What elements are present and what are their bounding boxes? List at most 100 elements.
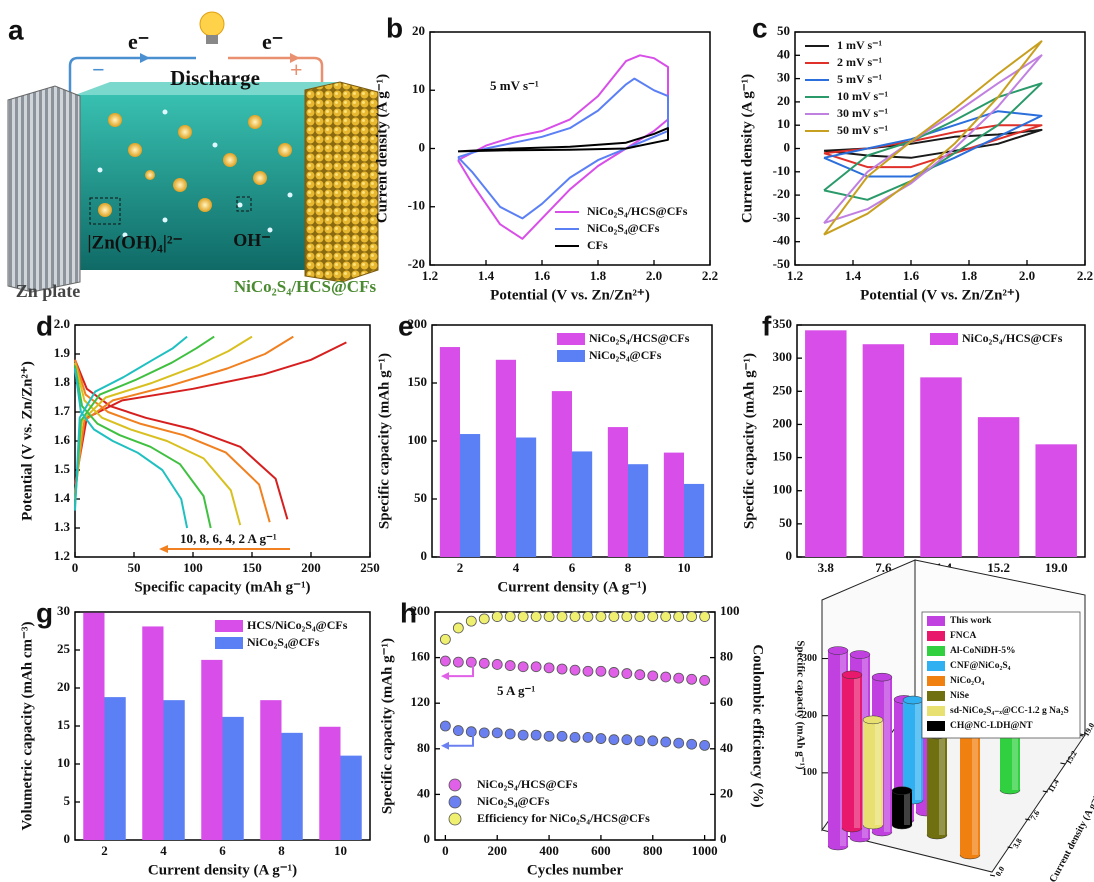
legend-swatch <box>930 333 958 345</box>
y-tick-label: 250 <box>773 382 793 397</box>
y-tick-label: 1.6 <box>54 432 71 447</box>
bar <box>440 347 460 557</box>
x-tick-label: 8 <box>625 560 632 575</box>
legend-label: CFs <box>587 238 608 252</box>
y-tick-label: 50 <box>414 490 427 505</box>
data-point <box>557 731 567 741</box>
cylinder-top <box>863 716 883 724</box>
y-tick-label: 5 <box>64 793 71 808</box>
y-tick-label: 0 <box>421 548 428 563</box>
data-point <box>531 730 541 740</box>
legend-label: 10 mV s⁻¹ <box>837 89 888 103</box>
data-point <box>661 612 671 622</box>
y-tick-label: 1.8 <box>54 374 71 389</box>
legend-label: NiSe <box>950 691 969 701</box>
cylinder-shade <box>854 675 860 828</box>
data-point <box>674 738 684 748</box>
bar <box>516 438 536 557</box>
cylinder-shade <box>875 720 881 825</box>
bar <box>260 700 281 840</box>
legend-label: 2 mV s⁻¹ <box>837 55 882 69</box>
x-axis-title: Specific capacity (mAh g⁻¹) <box>134 579 310 595</box>
bar <box>282 733 303 840</box>
data-point <box>466 657 476 667</box>
legend-frame <box>922 612 1080 738</box>
x-tick-label: 2.0 <box>1019 268 1035 283</box>
y-tick-label: 10 <box>412 81 425 96</box>
bar <box>496 360 516 557</box>
legend-label: NiCo₂S₄@CFs <box>247 635 320 649</box>
z-axis-title: Specific capacity (mAh g⁻¹) <box>794 640 806 770</box>
y-axis-title: Specific capacity (mAh g⁻¹) <box>376 353 392 529</box>
legend-label: 1 mV s⁻¹ <box>837 38 882 52</box>
cylinder-top <box>842 671 862 679</box>
data-point <box>635 670 645 680</box>
panel-letter: c <box>752 12 768 43</box>
y-tick-label: 20 <box>777 93 790 108</box>
x-axis-title: Current density (A g⁻¹) <box>148 862 297 878</box>
legend-label: 50 mV s⁻¹ <box>837 123 888 137</box>
x-tick-label: 2.2 <box>702 268 718 283</box>
x-axis-title: Current density (A g⁻¹) <box>497 579 646 595</box>
plus-sign: + <box>290 57 303 82</box>
cathode-label: NiCo₂S₄/HCS@CFs <box>234 277 377 296</box>
cylinder-shade <box>939 735 945 835</box>
legend-swatch <box>215 637 243 649</box>
x-tick-label: 0 <box>442 843 449 858</box>
data-point <box>687 739 697 749</box>
bar <box>83 613 104 840</box>
y-tick-label: 20 <box>57 679 70 694</box>
y-tick-label: 25 <box>57 641 71 656</box>
data-point <box>700 740 710 750</box>
y-tick-label: 40 <box>777 46 790 61</box>
cylinder <box>863 716 883 829</box>
data-point <box>674 673 684 683</box>
x-tick-label: 10 <box>678 560 691 575</box>
x-axis-title: Cycles number <box>527 862 624 878</box>
bar <box>684 484 704 557</box>
y-tick-label: 0 <box>784 139 791 154</box>
bulb <box>200 12 224 36</box>
y-tick-label: 300 <box>773 349 793 364</box>
legend-swatch <box>449 779 461 791</box>
x-tick-label: 4 <box>160 843 167 858</box>
data-line <box>75 342 346 519</box>
y-tick-label: 0 <box>64 831 71 846</box>
bar <box>863 344 904 557</box>
x-tick-label: 6 <box>569 560 576 575</box>
data-point <box>635 612 645 622</box>
data-point <box>479 728 489 738</box>
x-tick-label: 50 <box>128 560 141 575</box>
y-tick-label: 50 <box>777 23 790 38</box>
x-tick-label: 150 <box>242 560 262 575</box>
bar <box>319 727 340 840</box>
x-tick-label: 1.2 <box>787 268 803 283</box>
data-point <box>635 736 645 746</box>
data-point <box>570 612 580 622</box>
x-tick-label: 2.2 <box>1077 268 1093 283</box>
legend-swatch <box>927 661 945 671</box>
y2-tick-label: 40 <box>720 740 733 755</box>
y-tick-label: 1.5 <box>54 461 71 476</box>
zincate-label: |Zn(OH)₄|²⁻ <box>87 232 182 253</box>
bar <box>664 453 684 557</box>
legend-swatch <box>215 620 243 632</box>
arrow <box>140 53 150 63</box>
legend-label: 5 mV s⁻¹ <box>837 72 882 86</box>
data-point <box>609 612 619 622</box>
x-axis-title: Potential (V vs. Zn/Zn²⁺) <box>860 287 1020 303</box>
legend-label: NiCo₂S₄@CFs <box>477 794 550 808</box>
data-point <box>609 735 619 745</box>
axis-arrow-head <box>441 742 449 750</box>
x-axis-title: Potential (V vs. Zn/Zn²⁺) <box>490 287 650 303</box>
cylinder-shade <box>884 677 890 832</box>
panel-letter: a <box>8 14 24 45</box>
data-point <box>440 656 450 666</box>
process-label: Discharge <box>170 66 260 90</box>
x-tick-label: 100 <box>183 560 203 575</box>
x-tick-label: 1.2 <box>422 268 438 283</box>
data-point <box>583 612 593 622</box>
data-point <box>583 666 593 676</box>
data-point <box>648 736 658 746</box>
bar <box>978 417 1019 557</box>
